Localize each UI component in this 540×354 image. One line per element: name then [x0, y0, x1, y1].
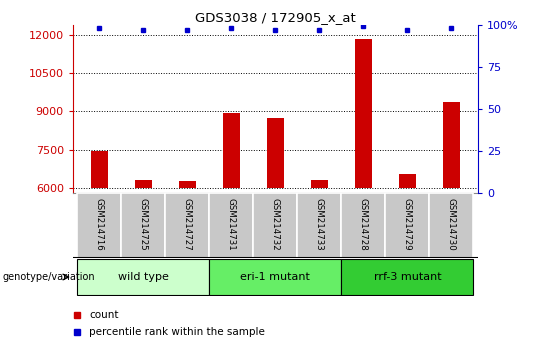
Bar — [253, 193, 298, 258]
Bar — [386, 193, 429, 258]
Bar — [399, 174, 416, 188]
Bar — [298, 193, 341, 258]
Bar — [341, 259, 474, 295]
Text: GSM214733: GSM214733 — [315, 198, 324, 251]
Text: GSM214725: GSM214725 — [139, 198, 148, 251]
Text: rrf-3 mutant: rrf-3 mutant — [374, 272, 441, 282]
Text: GSM214732: GSM214732 — [271, 198, 280, 251]
Bar — [77, 193, 122, 258]
Text: wild type: wild type — [118, 272, 169, 282]
Bar — [134, 180, 152, 188]
Bar — [77, 259, 210, 295]
Text: GSM214727: GSM214727 — [183, 198, 192, 251]
Bar — [122, 193, 165, 258]
Bar — [210, 193, 253, 258]
Bar — [165, 193, 210, 258]
Text: genotype/variation: genotype/variation — [3, 272, 96, 282]
Text: eri-1 mutant: eri-1 mutant — [240, 272, 310, 282]
Text: GSM214728: GSM214728 — [359, 198, 368, 251]
Text: count: count — [89, 310, 119, 320]
Text: GSM214731: GSM214731 — [227, 198, 236, 251]
Text: GSM214729: GSM214729 — [403, 198, 412, 251]
Text: GSM214730: GSM214730 — [447, 198, 456, 251]
Text: GSM214716: GSM214716 — [95, 198, 104, 251]
Bar — [222, 113, 240, 188]
Bar — [310, 180, 328, 188]
Title: GDS3038 / 172905_x_at: GDS3038 / 172905_x_at — [195, 11, 356, 24]
Text: percentile rank within the sample: percentile rank within the sample — [89, 327, 265, 337]
Bar — [355, 39, 372, 188]
Bar — [443, 103, 460, 188]
Bar — [210, 259, 341, 295]
Bar — [179, 181, 196, 188]
Bar — [267, 118, 284, 188]
Bar — [429, 193, 474, 258]
Bar — [91, 151, 108, 188]
Bar — [341, 193, 386, 258]
